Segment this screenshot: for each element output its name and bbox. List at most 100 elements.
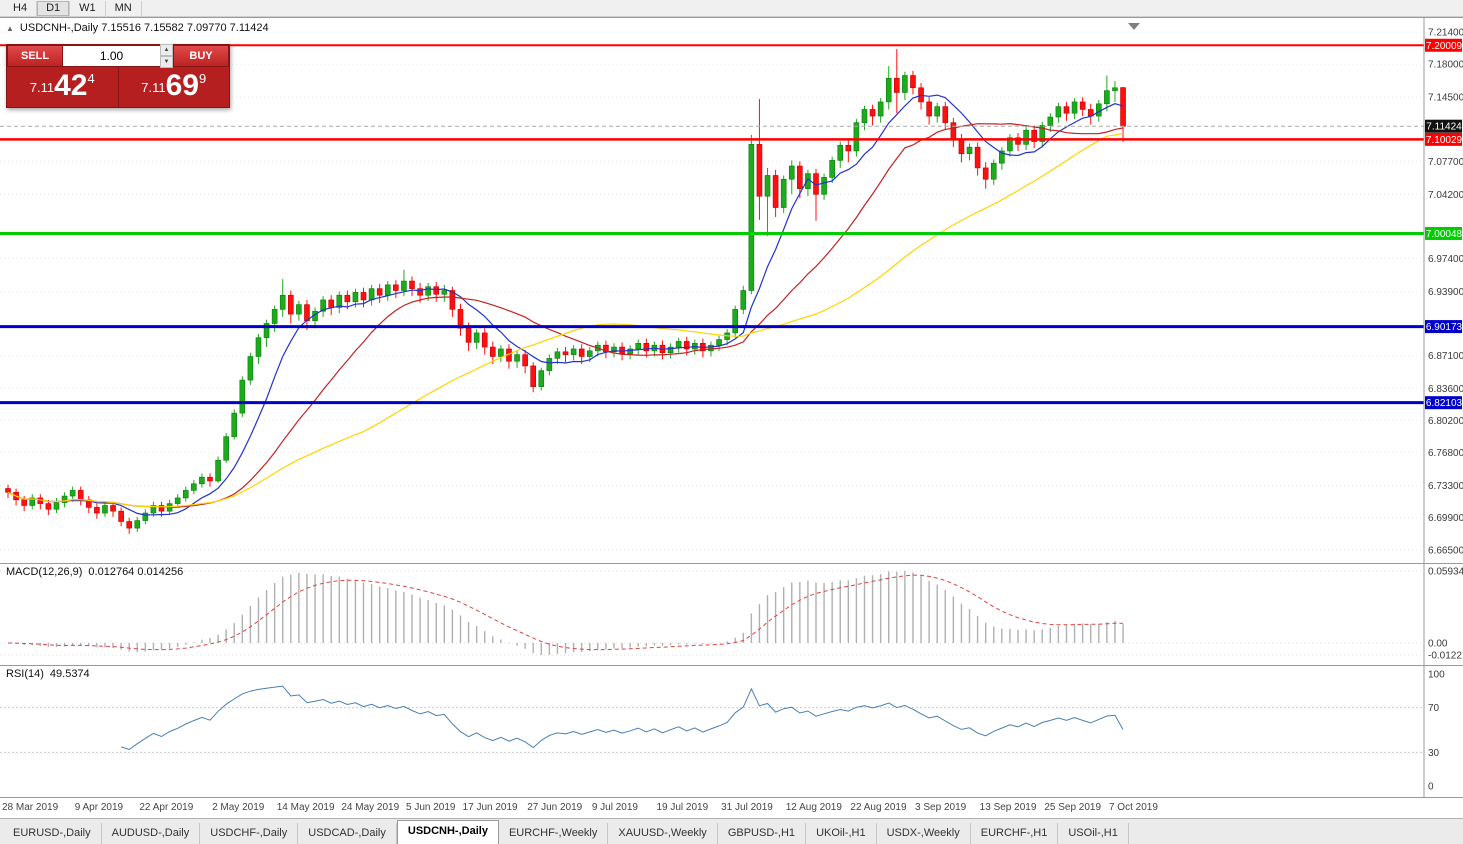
sell-price-big: 42 xyxy=(54,69,88,102)
chart-tab-usdcad-daily[interactable]: USDCAD-,Daily xyxy=(298,823,397,844)
svg-text:7.20009: 7.20009 xyxy=(1426,41,1463,52)
chart-tabbar: EURUSD-,Daily AUDUSD-,Daily USDCHF-,Daily U… xyxy=(0,818,1463,844)
svg-text:6.76800: 6.76800 xyxy=(1428,448,1463,459)
svg-text:6.66500: 6.66500 xyxy=(1428,545,1463,556)
medium-ma xyxy=(7,122,1124,508)
date-label: 9 Jul 2019 xyxy=(591,802,638,813)
rsi-canvas[interactable]: 100 70 30 0 xyxy=(0,666,1463,797)
svg-text:6.93900: 6.93900 xyxy=(1428,287,1463,298)
volume-field: ▲ ▼ xyxy=(63,44,173,68)
svg-text:6.82103: 6.82103 xyxy=(1426,398,1463,409)
date-label: 2 May 2019 xyxy=(212,802,265,813)
svg-text:7.04200: 7.04200 xyxy=(1428,190,1463,201)
chart-tab-usdcnh-daily[interactable]: USDCNH-,Daily xyxy=(396,820,499,844)
macd-panel: 0.0593440.00-0.012219 MACD(12,26,9)0.012… xyxy=(0,564,1463,666)
svg-text:100: 100 xyxy=(1428,670,1445,681)
collapse-one-click-icon[interactable]: ▲ xyxy=(6,23,14,33)
svg-text:6.87100: 6.87100 xyxy=(1428,351,1463,362)
svg-text:-0.012219: -0.012219 xyxy=(1428,651,1463,662)
svg-text:6.97400: 6.97400 xyxy=(1428,254,1463,265)
chart-tab-usoil-h1[interactable]: USOil-,H1 xyxy=(1058,823,1129,844)
date-label: 27 Jun 2019 xyxy=(527,802,583,813)
rsi-panel: 100 70 30 0 RSI(14) 49.5374 xyxy=(0,666,1463,798)
date-label: 12 Aug 2019 xyxy=(785,802,842,813)
timeframe-mn[interactable]: MN xyxy=(106,0,142,16)
hline-price-badge xyxy=(1425,396,1462,410)
date-label: 28 Mar 2019 xyxy=(2,802,59,813)
buy-button[interactable]: BUY xyxy=(173,45,229,67)
timeframe-toolbar: H4 D1 W1 MN xyxy=(0,0,1463,17)
sell-button[interactable]: SELL xyxy=(7,45,63,67)
timeframe-w1[interactable]: W1 xyxy=(70,0,106,16)
chart-tab-eurusd-daily[interactable]: EURUSD-,Daily xyxy=(3,823,102,844)
chart-tab-usdchf-daily[interactable]: USDCHF-,Daily xyxy=(200,823,299,844)
buy-price-big: 69 xyxy=(165,69,199,102)
hline-price-badge xyxy=(1425,226,1462,240)
svg-text:30: 30 xyxy=(1428,748,1440,759)
candlestick-series xyxy=(5,49,1126,534)
chart-shift-marker[interactable] xyxy=(1128,23,1140,30)
svg-text:6.80200: 6.80200 xyxy=(1428,416,1463,427)
slow-ma xyxy=(7,132,1124,508)
chart-tab-gbpusd-h1[interactable]: GBPUSD-,H1 xyxy=(718,823,807,844)
macd-signal-line xyxy=(7,574,1124,651)
volume-up-icon[interactable]: ▲ xyxy=(160,44,173,56)
chart-tab-xauusd-weekly[interactable]: XAUUSD-,Weekly xyxy=(608,823,718,844)
svg-text:7.11424: 7.11424 xyxy=(1426,122,1462,133)
volume-input[interactable] xyxy=(63,46,160,66)
rsi-line xyxy=(120,685,1124,751)
macd-histogram xyxy=(15,571,1124,655)
date-label: 24 May 2019 xyxy=(341,802,400,813)
hline-price-badge xyxy=(1425,38,1462,52)
chart-tab-eurchf-weekly[interactable]: EURCHF-,Weekly xyxy=(499,823,609,844)
svg-text:7.21400: 7.21400 xyxy=(1428,28,1463,39)
date-label: 25 Sep 2019 xyxy=(1044,802,1102,813)
svg-text:0.059344: 0.059344 xyxy=(1428,567,1463,578)
sell-price-display[interactable]: 7.11 42 4 xyxy=(7,67,119,107)
date-label: 5 Jun 2019 xyxy=(406,802,456,813)
timeframe-h4[interactable]: H4 xyxy=(4,0,38,16)
svg-text:7.07700: 7.07700 xyxy=(1428,157,1463,168)
buy-price-sup: 9 xyxy=(198,71,207,86)
date-label: 22 Aug 2019 xyxy=(850,802,907,813)
svg-text:6.73300: 6.73300 xyxy=(1428,481,1463,492)
svg-text:7.10029: 7.10029 xyxy=(1426,135,1463,146)
fast-ma xyxy=(7,94,1124,516)
date-label: 7 Oct 2019 xyxy=(1108,802,1158,813)
date-label: 31 Jul 2019 xyxy=(721,802,773,813)
date-label: 19 Jul 2019 xyxy=(656,802,709,813)
chart-tab-eurchf-h1[interactable]: EURCHF-,H1 xyxy=(971,823,1059,844)
svg-text:0.00: 0.00 xyxy=(1428,638,1448,649)
date-axis[interactable]: 28 Mar 2019 9 Apr 2019 22 Apr 2019 2 May 20… xyxy=(0,798,1463,818)
svg-text:7.18000: 7.18000 xyxy=(1428,60,1463,71)
price-scale[interactable]: 7.21400 7.18000 7.14500 7.07700 7.04200 6.974… xyxy=(1423,18,1463,563)
moving-averages xyxy=(7,94,1124,516)
main-chart-canvas[interactable]: 7.21400 7.18000 7.14500 7.07700 7.04200 6.974… xyxy=(0,18,1463,563)
svg-text:6.83600: 6.83600 xyxy=(1428,384,1463,395)
buy-price-display[interactable]: 7.11 69 9 xyxy=(119,67,230,107)
svg-text:7.00048: 7.00048 xyxy=(1426,229,1463,240)
date-label: 14 May 2019 xyxy=(276,802,335,813)
volume-down-icon[interactable]: ▼ xyxy=(160,56,173,68)
chart-tab-ukoil-h1[interactable]: UKOil-,H1 xyxy=(806,823,877,844)
main-chart-panel: 7.21400 7.18000 7.14500 7.07700 7.04200 6.974… xyxy=(0,18,1463,564)
svg-text:6.90173: 6.90173 xyxy=(1426,322,1463,333)
horizontal-lines[interactable] xyxy=(0,44,1424,405)
chart-tab-audusd-daily[interactable]: AUDUSD-,Daily xyxy=(102,823,201,844)
timeframe-d1[interactable]: D1 xyxy=(37,0,71,16)
chart-window: 7.21400 7.18000 7.14500 7.07700 7.04200 6.974… xyxy=(0,17,1463,818)
volume-spinner: ▲ ▼ xyxy=(160,44,173,68)
svg-text:0: 0 xyxy=(1428,782,1434,793)
date-label: 17 Jun 2019 xyxy=(462,802,518,813)
date-label: 3 Sep 2019 xyxy=(915,802,967,813)
svg-text:6.69900: 6.69900 xyxy=(1428,513,1463,524)
buy-price-head: 7.11 xyxy=(141,80,166,95)
sell-price-sup: 4 xyxy=(87,71,95,86)
svg-text:70: 70 xyxy=(1428,703,1440,714)
current-price-badge xyxy=(1425,119,1462,133)
sell-price-head: 7.11 xyxy=(29,80,55,95)
chart-tab-usdx-weekly[interactable]: USDX-,Weekly xyxy=(877,823,971,844)
macd-canvas[interactable]: 0.059344 0.00 -0.012219 xyxy=(0,564,1463,665)
date-label: 13 Sep 2019 xyxy=(979,802,1037,813)
